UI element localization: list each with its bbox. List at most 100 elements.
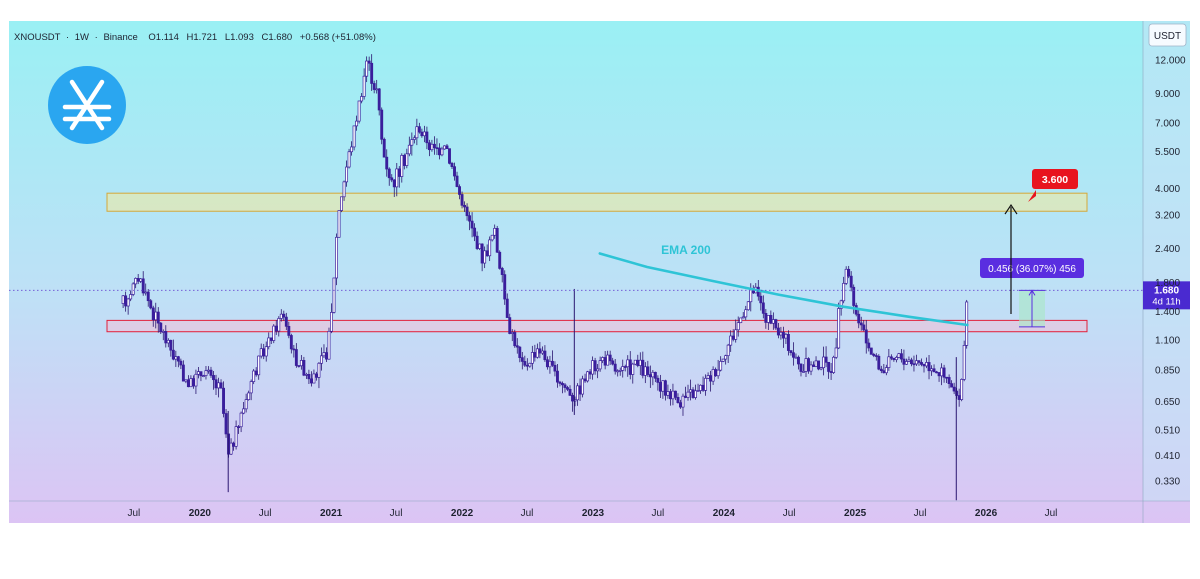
candle (586, 370, 590, 383)
x-tick-label: Jul (390, 508, 403, 519)
price-axis[interactable]: 12.000 9.000 7.000 5.500 4.000 3.200 2.400 1.80… (1155, 56, 1186, 488)
y-tick-label: 9.000 (1155, 89, 1180, 100)
candle (440, 146, 444, 157)
candle (734, 319, 738, 343)
target-label[interactable]: 3.600 (1028, 169, 1078, 202)
chart-header: XNOUSDT · 1W · Binance O1.114 H1.721 L1.… (14, 32, 376, 43)
header-interval: 1W (75, 32, 89, 43)
candle (839, 299, 843, 316)
y-tick-label: 1.400 (1155, 307, 1180, 318)
candle (345, 160, 349, 187)
candle (566, 385, 569, 392)
candle (759, 290, 763, 311)
candle (146, 289, 150, 307)
candle (920, 358, 923, 367)
candle (789, 350, 793, 356)
candle (362, 68, 366, 100)
candle (792, 342, 795, 366)
candle (340, 196, 343, 213)
candle (621, 359, 625, 378)
candle (786, 330, 790, 356)
candle (249, 379, 253, 401)
candle (350, 141, 354, 156)
candle (899, 349, 903, 363)
y-tick-label: 0.510 (1155, 426, 1180, 437)
x-tick-label: 2022 (451, 508, 474, 519)
currency-label-box[interactable]: USDT (1148, 23, 1187, 47)
header-symbol: XNOUSDT (14, 32, 61, 43)
candle (453, 162, 456, 181)
candle (287, 321, 291, 339)
candle (400, 153, 404, 183)
header-exchange: Binance (103, 32, 137, 43)
x-tick-label: Jul (259, 508, 272, 519)
candle (696, 383, 700, 392)
candle (385, 149, 389, 177)
y-tick-label: 5.500 (1155, 147, 1180, 158)
candle (646, 360, 650, 377)
candle (219, 379, 223, 389)
candle (330, 303, 333, 334)
candle (849, 271, 853, 292)
candle (761, 295, 765, 319)
candle (284, 312, 288, 331)
candle (834, 338, 838, 360)
candle (520, 351, 524, 370)
x-tick-label: Jul (914, 508, 927, 519)
candle (561, 381, 564, 394)
candles-layer (121, 54, 969, 501)
measure-label[interactable]: 0.456 (36.07%) 456 (980, 258, 1084, 278)
candle (596, 364, 600, 379)
candle (282, 310, 286, 321)
candle (468, 211, 472, 231)
candle (365, 56, 369, 83)
candle (320, 347, 323, 371)
candle (884, 364, 888, 376)
candle (704, 374, 708, 396)
candle (234, 420, 238, 450)
candle (242, 401, 246, 415)
y-tick-label: 12.000 (1155, 56, 1186, 67)
candle (360, 93, 364, 104)
candle (867, 338, 871, 352)
candle (355, 115, 359, 131)
candle (837, 302, 841, 350)
candle (927, 354, 931, 380)
candle (807, 357, 810, 374)
candle (229, 438, 233, 455)
candle (932, 364, 936, 373)
candle (352, 125, 356, 151)
candle (719, 356, 723, 372)
candle (224, 409, 228, 438)
candle (470, 212, 474, 238)
candle (126, 297, 130, 315)
candle (962, 340, 966, 382)
x-tick-label: 2024 (713, 508, 736, 519)
candle (633, 359, 637, 366)
candle (528, 362, 532, 368)
candle (960, 378, 964, 402)
candle (568, 385, 572, 396)
target-label-text: 3.600 (1042, 174, 1068, 186)
candle (797, 355, 800, 370)
time-axis[interactable]: Jul 2020 Jul 2021 Jul 2022 Jul 2023 Jul 2024 Jul 20… (127, 508, 1057, 519)
candle (909, 357, 913, 367)
x-tick-label: Jul (521, 508, 534, 519)
candle (405, 148, 409, 169)
currency-label: USDT (1154, 31, 1181, 42)
candle (289, 333, 293, 354)
candle (864, 320, 868, 354)
candle (631, 362, 635, 384)
candle (618, 367, 622, 376)
candle (199, 371, 203, 382)
candle (729, 330, 733, 352)
candle (204, 366, 208, 380)
candle (327, 327, 331, 360)
candle (347, 148, 351, 169)
candle (862, 320, 866, 332)
candle (802, 364, 805, 373)
